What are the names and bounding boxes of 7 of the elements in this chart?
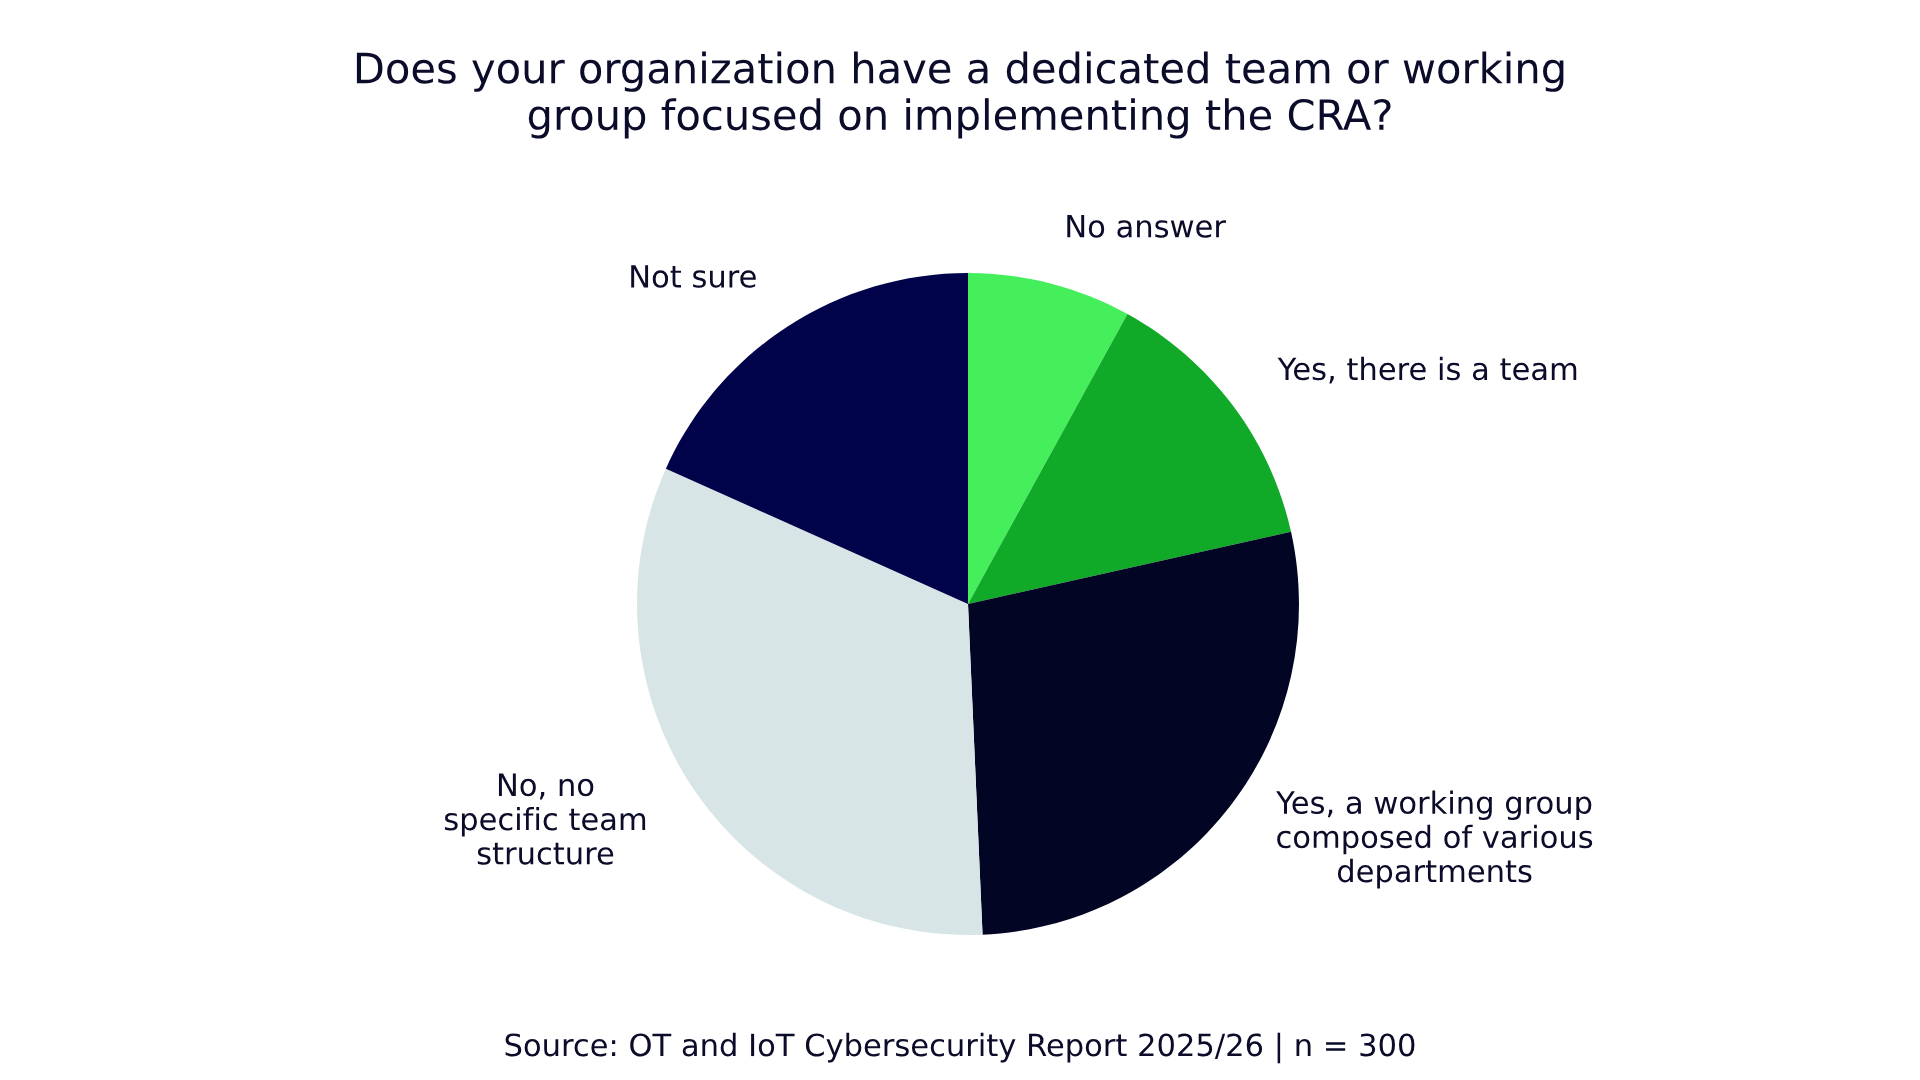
slice-label: No, no specific team structure [444,773,646,865]
source-note: Source: OT and IoT Cybersecurity Report 2025/26 | n = 300 [505,1032,1415,1064]
slice-label: Yes, a working group composed of various departments [1276,790,1593,889]
slice-label: No answer [1067,215,1226,238]
slice-label: Not sure [631,265,756,288]
slice-label: Yes, there is a team [1277,356,1577,384]
chart-title: Does your organization have a dedicated team or working group focused on implementing the CRA? [356,51,1564,139]
